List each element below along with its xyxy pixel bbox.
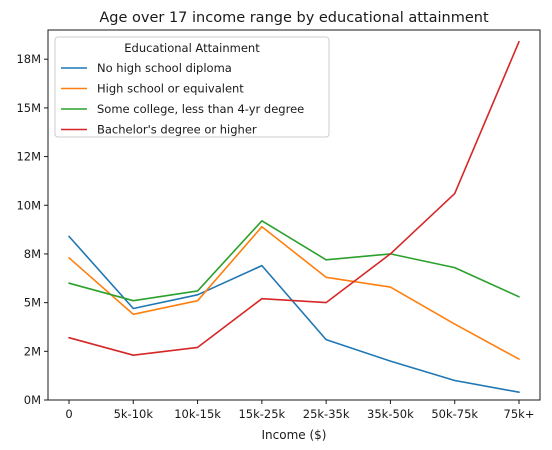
x-tick-label: 0 (65, 407, 72, 421)
axes: 0M 2M 5M 8M 10M 12M 15M 18M 0 5k-10k 10k-15k 15k-25… (16, 29, 541, 421)
x-tick-label: 15k-25k (238, 407, 285, 421)
y-tick-label: 5M (24, 296, 41, 310)
x-tick-label: 75k+ (504, 407, 535, 421)
x-tick-label: 25k-35k (303, 407, 350, 421)
legend-label-2: High school or equivalent (97, 82, 244, 96)
y-tick-label: 2M (24, 344, 41, 358)
legend-label-4: Bachelor's degree or higher (97, 123, 257, 137)
plot-frame (47, 29, 541, 401)
plot-area (68, 40, 520, 394)
y-tick-label: 10M (16, 198, 41, 212)
legend-label-3: Some college, less than 4-yr degree (97, 102, 304, 116)
y-tick-label: 18M (16, 52, 41, 66)
legend-title: Educational Attainment (124, 41, 260, 55)
y-tick-label: 8M (24, 247, 41, 261)
x-tick-label: 35k-50k (367, 407, 414, 421)
x-axis-title: Income ($) (262, 428, 327, 442)
y-tick-label: 15M (16, 101, 41, 115)
legend-box (54, 36, 330, 138)
legend-label-1: No high school diploma (97, 61, 232, 75)
series-line-4 (68, 40, 520, 357)
legend: Educational Attainment No high school di… (54, 36, 330, 138)
chart-title: Age over 17 income range by educational … (99, 10, 489, 26)
x-tick-label: 50k-75k (431, 407, 478, 421)
y-tick-label: 0M (24, 393, 41, 407)
series-line-2 (68, 225, 520, 360)
series-line-1 (68, 235, 520, 394)
series-line-3 (68, 220, 520, 302)
x-tick-label: 5k-10k (114, 407, 154, 421)
y-tick-label: 12M (16, 150, 41, 164)
x-tick-label: 10k-15k (174, 407, 221, 421)
